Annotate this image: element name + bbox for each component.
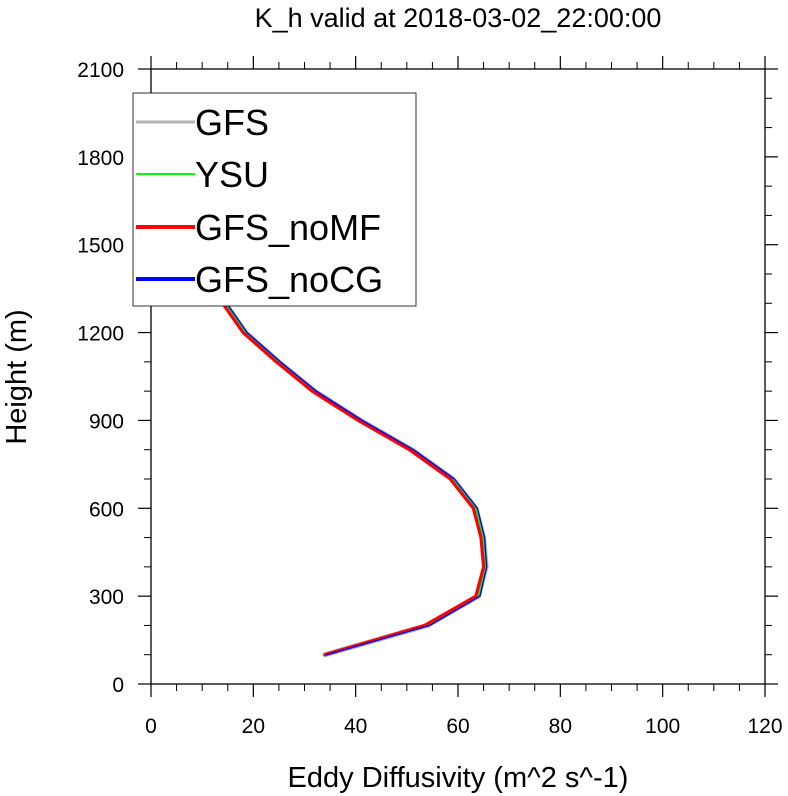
y-tick-label: 600 [89,498,124,521]
chart-title: K_h valid at 2018-03-02_22:00:00 [255,3,662,33]
y-tick-label: 900 [89,410,124,433]
legend: GFS YSU GFS_noMF GFS_noCG [132,92,417,307]
x-tick-label: 0 [145,715,157,738]
x-tick-label: 40 [344,715,367,738]
plot-frame [150,68,766,685]
y-tick-label: 1800 [77,147,124,170]
x-axis-label: Eddy Diffusivity (m^2 s^-1) [288,762,629,794]
x-tick-label: 80 [549,715,572,738]
x-tick-label: 120 [747,715,782,738]
x-tick-label: 60 [446,715,469,738]
y-tick-label: 2100 [77,59,124,82]
y-axis-label: Height (m) [1,309,33,444]
legend-label-gfs: GFS [195,102,269,143]
legend-label-ysu: YSU [195,154,269,195]
axis-ticks: 0 20 40 60 80 100 1200300600900120015001800210… [77,56,783,738]
x-tick-label: 100 [645,715,680,738]
y-tick-label: 300 [89,586,124,609]
legend-label-gfs-nocg: GFS_noCG [195,259,383,300]
x-tick-label: 20 [242,715,265,738]
legend-box [132,92,417,307]
legend-label-gfs-nomf: GFS_noMF [195,207,381,248]
y-tick-label: 0 [112,674,124,697]
y-tick-label: 1500 [77,235,124,258]
y-tick-label: 1200 [77,323,124,346]
